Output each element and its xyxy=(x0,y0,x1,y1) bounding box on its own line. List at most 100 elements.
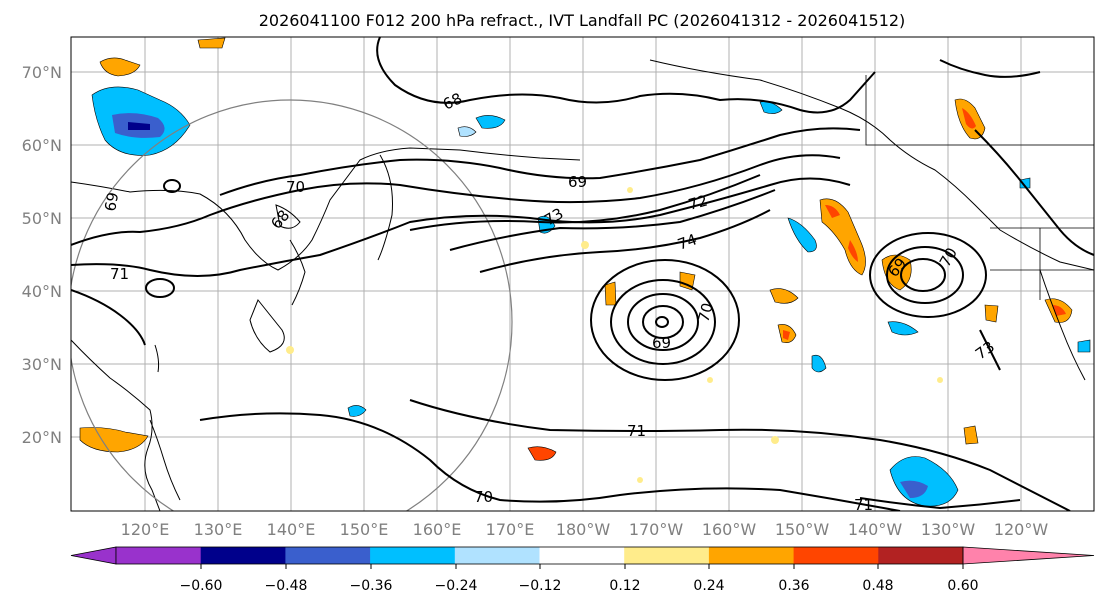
contour-72 xyxy=(409,174,761,231)
contour-label-74: 74 xyxy=(675,230,699,253)
low-east-ring-3 xyxy=(869,232,987,318)
orange-patch-gulf xyxy=(819,198,866,276)
small-blue-patches xyxy=(347,101,1091,417)
cbar-tick-label: −0.12 xyxy=(519,578,562,594)
orange-patch-north xyxy=(99,37,226,77)
gridlines xyxy=(71,37,1094,511)
colorbar-swatch xyxy=(454,547,540,564)
contour-68 xyxy=(376,37,876,114)
contour-label-70: 70 xyxy=(286,178,305,196)
contour-73-coast xyxy=(979,329,1001,371)
colorbar-tick-marks xyxy=(200,564,964,569)
cbar-tick-label: −0.48 xyxy=(265,578,308,594)
contours xyxy=(71,37,1094,511)
lat-label-30n: 30°N xyxy=(22,355,62,374)
contour-label-71-southeast: 71 xyxy=(854,496,873,514)
cbar-tick-label: 0.36 xyxy=(778,578,809,594)
contour-71-south xyxy=(409,399,1071,511)
contour-label-69-west: 69 xyxy=(101,191,122,213)
map-frame xyxy=(70,36,1095,512)
colorbar-swatch xyxy=(793,547,879,564)
red-patch-alaska xyxy=(962,108,976,129)
colorbar-extend-low xyxy=(70,546,117,565)
blue-patch-gulf xyxy=(787,217,817,253)
colorbar: −0.60 −0.48 −0.36 −0.24 −0.12 0.12 0.24 … xyxy=(70,546,1095,594)
low-center-core xyxy=(655,316,669,328)
lon-label-130e: 130°E xyxy=(194,520,243,539)
lon-label-180w: 180°W xyxy=(556,520,611,539)
contour-73 xyxy=(449,189,776,251)
coast-kamchatka xyxy=(377,154,393,261)
coast-hokkaido xyxy=(275,204,301,229)
coast-asia-north xyxy=(71,147,581,271)
lat-label-60n: 60°N xyxy=(22,136,62,155)
contour-label-69: 69 xyxy=(568,173,587,191)
contour-69-alaska xyxy=(939,59,1041,78)
cbar-tick-label: 0.48 xyxy=(862,578,893,594)
colorbar-ticks: −0.60 −0.48 −0.36 −0.24 −0.12 0.12 0.24 … xyxy=(180,578,979,594)
contour-70-south xyxy=(199,412,901,511)
cbar-tick-label: −0.24 xyxy=(435,578,478,594)
colorbar-swatch xyxy=(539,547,625,564)
contour-74 xyxy=(479,209,771,273)
coastlines xyxy=(71,59,1094,511)
cbar-tick-label: −0.36 xyxy=(350,578,393,594)
lon-label-120e: 120°E xyxy=(121,520,170,539)
low-center-ring-4 xyxy=(590,259,740,381)
coast-japan-honshu xyxy=(289,239,306,306)
coast-alaska xyxy=(649,59,1094,271)
contour-label-71-south: 71 xyxy=(627,422,646,440)
map-panel: 68 69 70 71 72 73 74 69 70 71 73 69 70 7… xyxy=(70,36,1095,514)
contour-73-east xyxy=(974,129,1094,256)
colorbar-swatch xyxy=(200,547,286,564)
coast-asia-south xyxy=(71,339,161,511)
lat-label-70n: 70°N xyxy=(22,63,62,82)
latitude-labels: 70°N 60°N 50°N 40°N 30°N 20°N xyxy=(22,63,62,447)
colorbar-swatch xyxy=(370,547,456,564)
colorbar-swatch xyxy=(116,547,202,564)
shading-layer xyxy=(79,37,1091,507)
figure-title: 2026041100 F012 200 hPa refract., IVT La… xyxy=(259,11,906,30)
small-closed-contour-1 xyxy=(163,179,181,193)
red-patch-south xyxy=(527,446,557,461)
cbar-tick-label: −0.60 xyxy=(180,578,223,594)
colorbar-swatch xyxy=(878,547,964,564)
coast-north-america-west xyxy=(1039,269,1086,381)
colorbar-extend-high xyxy=(962,546,1095,565)
boundaries xyxy=(865,75,1094,300)
colorbar-swatches xyxy=(70,546,1095,565)
border-alaska-canada xyxy=(865,75,1094,146)
contour-69-west xyxy=(71,289,146,346)
yellow-halos xyxy=(286,187,943,483)
lon-label-160e: 160°E xyxy=(413,520,462,539)
coast-taiwan xyxy=(154,344,160,373)
contour-71-southeast xyxy=(859,497,1021,510)
lat-label-20n: 20°N xyxy=(22,428,62,447)
coast-philippines xyxy=(149,419,181,501)
low-center-ring-2 xyxy=(627,293,699,351)
colorbar-swatch xyxy=(624,547,710,564)
low-east-ring-1 xyxy=(900,258,946,292)
contour-label-70-low: 70 xyxy=(694,301,716,324)
lon-label-150w: 150°W xyxy=(775,520,830,539)
contour-69 xyxy=(219,127,861,196)
cbar-tick-label: 0.24 xyxy=(693,578,724,594)
lon-label-140e: 140°E xyxy=(267,520,316,539)
longitude-labels: 120°E 130°E 140°E 150°E 160°E 170°E 180°… xyxy=(121,520,1049,539)
lon-label-150e: 150°E xyxy=(340,520,389,539)
lon-label-170e: 170°E xyxy=(486,520,535,539)
lon-label-130w: 130°W xyxy=(921,520,976,539)
lat-label-50n: 50°N xyxy=(22,209,62,228)
colorbar-swatch xyxy=(708,547,795,564)
colorbar-swatch xyxy=(285,547,371,564)
landfall-circle xyxy=(71,99,513,511)
contour-70 xyxy=(71,154,841,246)
closed-lows xyxy=(145,179,987,381)
lon-label-120w: 120°W xyxy=(994,520,1049,539)
contour-label-70-south: 70 xyxy=(474,488,493,506)
low-center-ring-3 xyxy=(610,279,716,365)
cbar-tick-label: 0.12 xyxy=(609,578,640,594)
low-east-ring-2 xyxy=(886,246,964,304)
contour-label-72: 72 xyxy=(686,192,709,214)
